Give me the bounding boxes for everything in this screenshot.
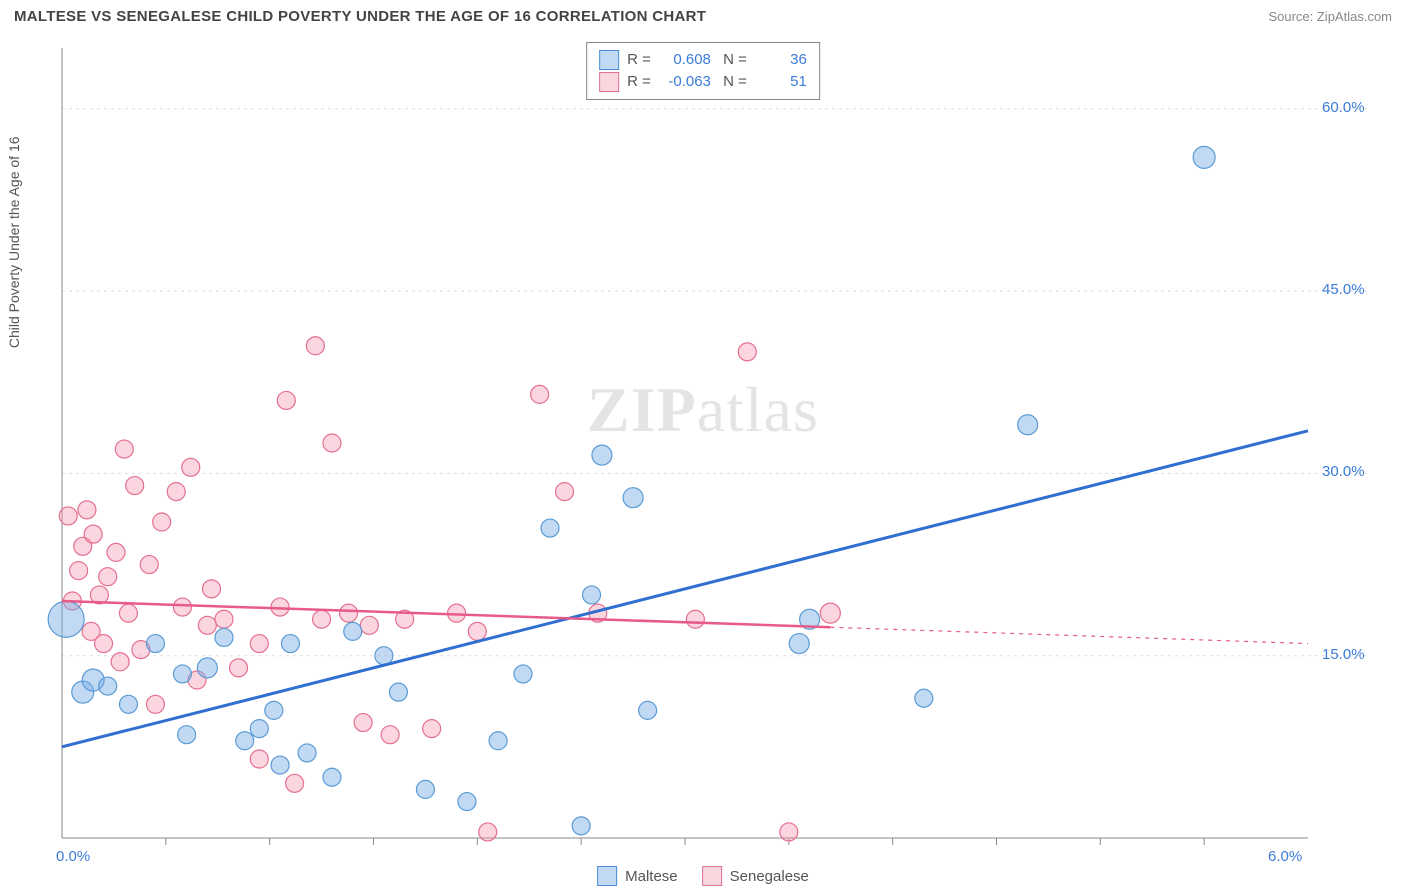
y-tick-label: 15.0% [1322,646,1365,663]
swatch-icon [702,866,722,886]
y-tick-label: 45.0% [1322,281,1365,298]
scatter-chart-svg [14,38,1392,876]
header: MALTESE VS SENEGALESE CHILD POVERTY UNDE… [0,0,1406,29]
source-attribution: Source: ZipAtlas.com [1268,9,1392,24]
series-legend: Maltese Senegalese [597,866,809,886]
swatch-icon [599,50,619,70]
x-tick-label: 6.0% [1268,848,1302,865]
correlation-legend: R = 0.608 N = 36 R = -0.063 N = 51 [586,42,820,100]
legend-row-senegalese: R = -0.063 N = 51 [599,71,807,93]
chart-title: MALTESE VS SENEGALESE CHILD POVERTY UNDE… [14,8,706,25]
swatch-icon [597,866,617,886]
x-tick-label: 0.0% [56,848,90,865]
swatch-icon [599,72,619,92]
y-tick-label: 60.0% [1322,99,1365,116]
legend-row-maltese: R = 0.608 N = 36 [599,49,807,71]
chart-area: 0.0% 6.0% 15.0% 30.0% 45.0% 60.0% [14,38,1392,876]
y-tick-label: 30.0% [1322,463,1365,480]
legend-item-senegalese: Senegalese [702,866,809,886]
legend-item-maltese: Maltese [597,866,678,886]
